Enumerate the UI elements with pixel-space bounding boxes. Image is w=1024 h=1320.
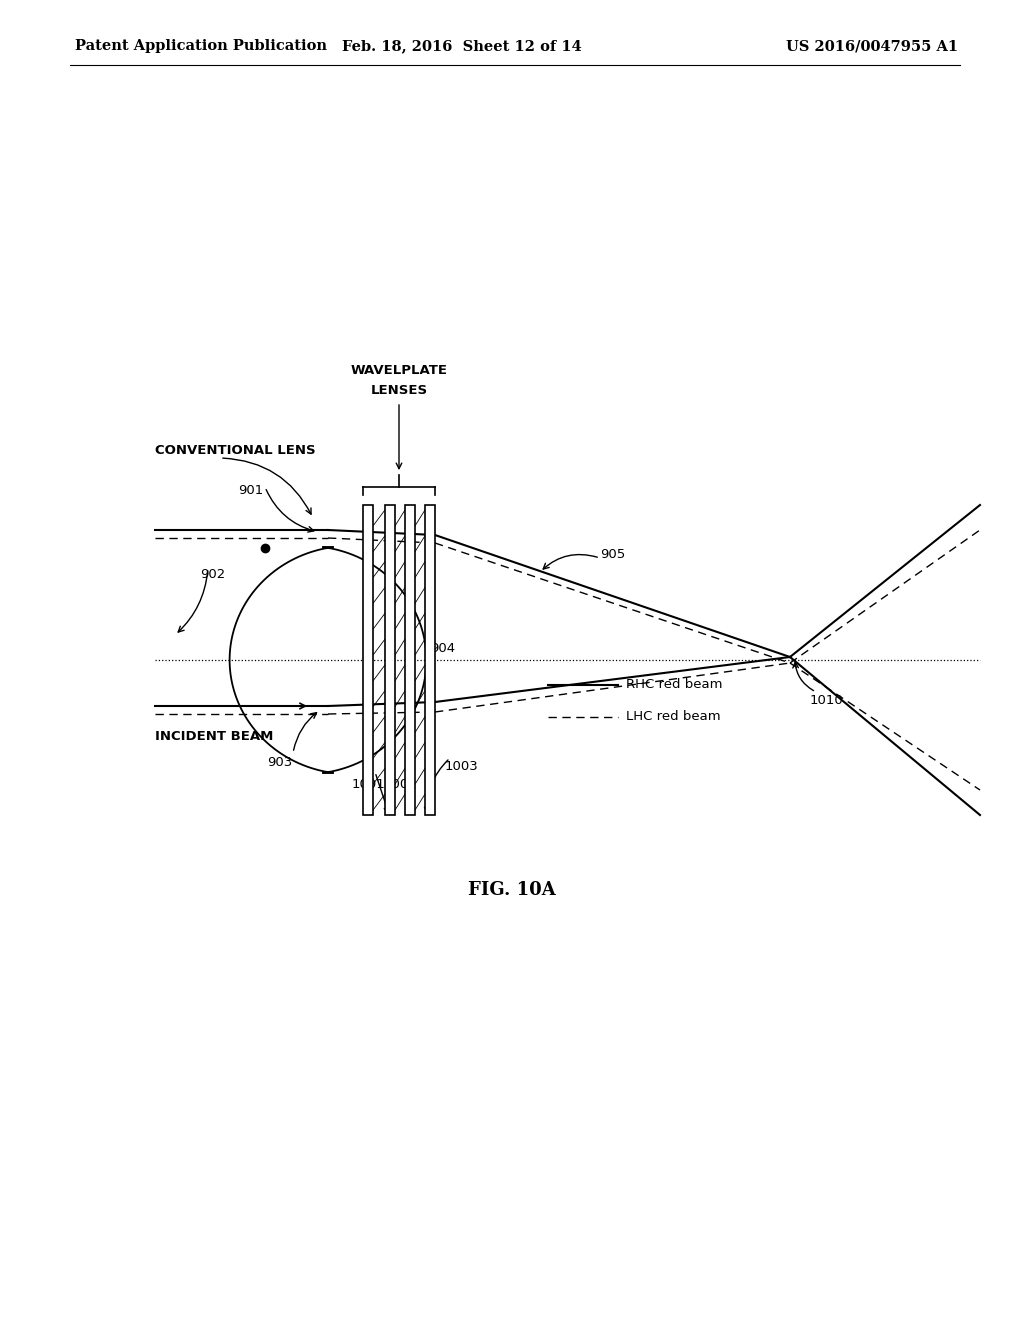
Bar: [362, 506, 373, 814]
Bar: [425, 506, 435, 814]
Bar: [406, 506, 415, 814]
Text: LHC red beam: LHC red beam: [626, 710, 721, 723]
Text: 901: 901: [238, 483, 263, 496]
Text: INCIDENT BEAM: INCIDENT BEAM: [155, 730, 273, 743]
Text: LENSES: LENSES: [371, 384, 428, 396]
Text: Patent Application Publication: Patent Application Publication: [75, 40, 327, 53]
Text: RHC red beam: RHC red beam: [626, 678, 723, 692]
Text: US 2016/0047955 A1: US 2016/0047955 A1: [785, 40, 958, 53]
Text: CONVENTIONAL LENS: CONVENTIONAL LENS: [155, 444, 315, 457]
Text: WAVELPLATE: WAVELPLATE: [350, 363, 447, 376]
Text: 905: 905: [600, 549, 626, 561]
Text: 1003: 1003: [445, 760, 479, 774]
Bar: [385, 506, 395, 814]
Text: 1002: 1002: [383, 779, 417, 792]
Text: 1010: 1010: [810, 693, 844, 706]
Text: 1001: 1001: [351, 779, 385, 792]
Text: FIG. 10A: FIG. 10A: [468, 880, 556, 899]
Text: 903: 903: [267, 755, 293, 768]
Text: 902: 902: [200, 569, 225, 582]
Text: Feb. 18, 2016  Sheet 12 of 14: Feb. 18, 2016 Sheet 12 of 14: [342, 40, 582, 53]
Text: 904: 904: [430, 642, 455, 655]
